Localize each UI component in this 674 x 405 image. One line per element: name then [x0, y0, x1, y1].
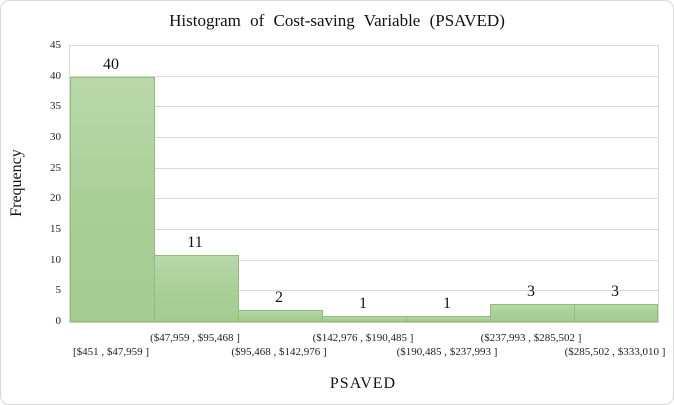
y-axis-tick-label: 25	[50, 161, 61, 174]
bar-data-label: 3	[527, 282, 535, 300]
gridline	[70, 45, 658, 46]
gridline	[70, 198, 658, 200]
plot-area	[69, 45, 659, 323]
y-axis-tick-label: 35	[50, 100, 61, 113]
bar-data-label: 11	[187, 233, 203, 251]
gridline	[70, 106, 658, 108]
y-axis-tick-label: 40	[50, 69, 61, 82]
histogram-bar	[70, 77, 155, 322]
y-axis-tick-label: 0	[55, 315, 62, 327]
y-axis-tick-label: 15	[50, 223, 61, 235]
x-axis-bin-label: ($142,976 , $190,485 ]	[312, 332, 414, 344]
bar-data-label: 1	[359, 294, 367, 312]
bar-data-label: 3	[611, 282, 619, 300]
y-axis-tick-label: 10	[50, 253, 61, 266]
histogram-bar	[406, 316, 491, 322]
x-axis-bin-label: [$451 , $47,959 ]	[72, 346, 150, 358]
y-axis-tick-label: 30	[50, 131, 61, 143]
histogram-bar	[238, 310, 323, 322]
x-axis-bin-label: ($190,485 , $237,993 ]	[396, 346, 498, 358]
histogram-bar	[490, 304, 575, 322]
gridline	[70, 229, 658, 230]
bar-data-label: 1	[443, 294, 451, 312]
gridline	[70, 259, 658, 261]
x-axis-bin-label: ($237,993 , $285,502 ]	[480, 332, 582, 344]
y-axis-tick-label: 5	[55, 284, 62, 297]
x-axis-bin-label: ($95,468 , $142,976 ]	[231, 346, 327, 358]
y-axis-tick-label: 45	[50, 39, 61, 51]
x-axis-bin-label: ($285,502 , $333,010 ]	[564, 346, 666, 358]
histogram-bar	[154, 255, 239, 322]
chart-title: Histogram of Cost-saving Variable (PSAVE…	[169, 11, 505, 30]
histogram-bar	[574, 304, 658, 322]
gridline	[70, 75, 658, 77]
x-axis-title: PSAVED	[329, 375, 397, 392]
gridline	[70, 137, 658, 138]
y-axis-title: Frequency	[8, 149, 25, 217]
gridline	[70, 167, 658, 169]
histogram-bar	[322, 316, 407, 322]
bar-data-label: 2	[275, 288, 283, 306]
gridline	[70, 290, 658, 292]
bar-data-label: 40	[103, 55, 119, 73]
y-axis-tick-label: 20	[50, 192, 61, 205]
x-axis-bin-label: ($47,959 , $95,468 ]	[150, 332, 240, 344]
